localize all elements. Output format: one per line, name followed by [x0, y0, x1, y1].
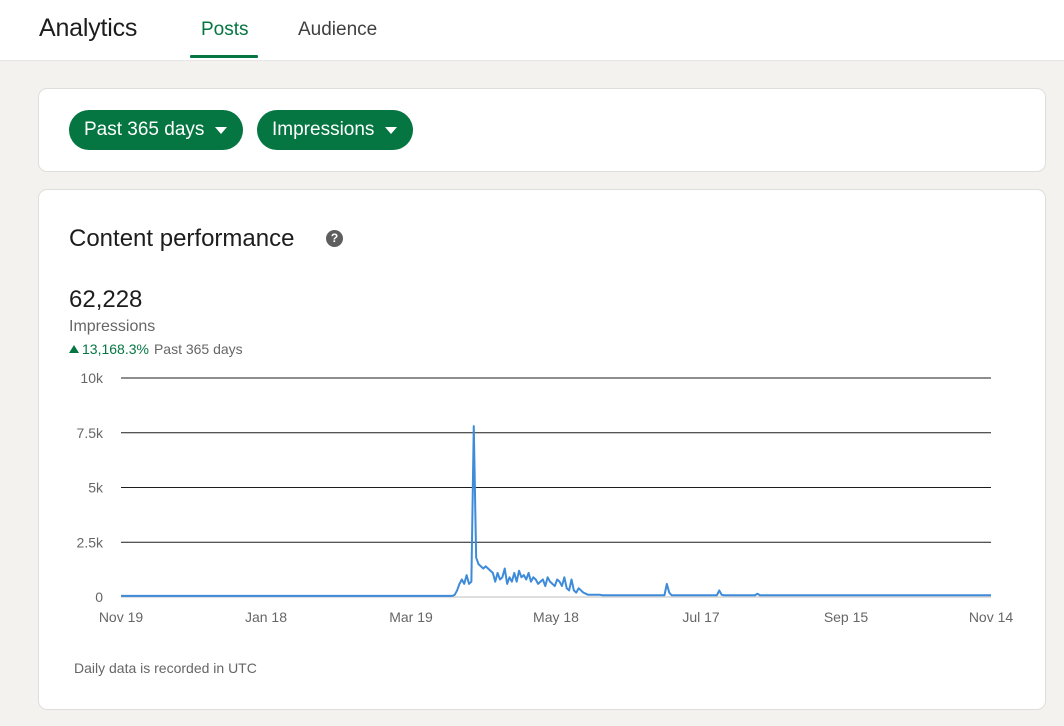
metric-dropdown[interactable]: Impressions	[257, 110, 414, 150]
utc-footnote: Daily data is recorded in UTC	[74, 660, 257, 676]
caret-down-icon	[385, 126, 398, 134]
content-performance-card: Content performance ? 62,228 Impressions…	[38, 189, 1046, 710]
metric-label: Impressions	[272, 119, 375, 140]
y-tick-label: 5k	[88, 480, 104, 496]
impressions-line-chart: 0 2.5k 5k 7.5k 10k Nov 19 Jan 18 Mar 19 May 18 Ju…	[77, 370, 1014, 625]
x-tick-label: Sep 15	[824, 609, 869, 625]
x-tick-label: Jan 18	[245, 609, 287, 625]
y-tick-label: 2.5k	[77, 534, 104, 550]
trend-up-icon	[69, 345, 79, 353]
section-title: Content performance	[69, 225, 295, 252]
question-circle-icon[interactable]: ?	[326, 230, 343, 247]
y-tick-label: 10k	[80, 370, 104, 386]
top-navigation-bar: Analytics Posts Audience	[0, 0, 1064, 61]
y-tick-label: 0	[95, 589, 103, 605]
y-tick-label: 7.5k	[77, 425, 104, 441]
x-tick-label: Nov 19	[99, 609, 144, 625]
tab-audience[interactable]: Audience	[298, 19, 378, 40]
tab-posts[interactable]: Posts	[201, 19, 249, 40]
x-tick-label: Mar 19	[389, 609, 433, 625]
total-metric-label: Impressions	[69, 318, 156, 335]
x-tick-label: May 18	[533, 609, 579, 625]
date-range-dropdown[interactable]: Past 365 days	[69, 110, 244, 150]
active-tab-indicator	[190, 55, 258, 58]
page-title: Analytics	[39, 14, 138, 42]
change-period: Past 365 days	[153, 341, 243, 357]
change-percent: 13,168.3%	[82, 341, 149, 357]
total-impressions: 62,228	[69, 286, 143, 313]
change-indicator: 13,168.3% Past 365 days	[69, 341, 243, 357]
impressions-series-line	[121, 425, 991, 597]
filters-card: Past 365 days Impressions	[38, 88, 1046, 172]
x-tick-label: Jul 17	[682, 609, 720, 625]
caret-down-icon	[215, 126, 228, 134]
x-tick-label: Nov 14	[969, 609, 1014, 625]
date-range-label: Past 365 days	[84, 119, 205, 140]
